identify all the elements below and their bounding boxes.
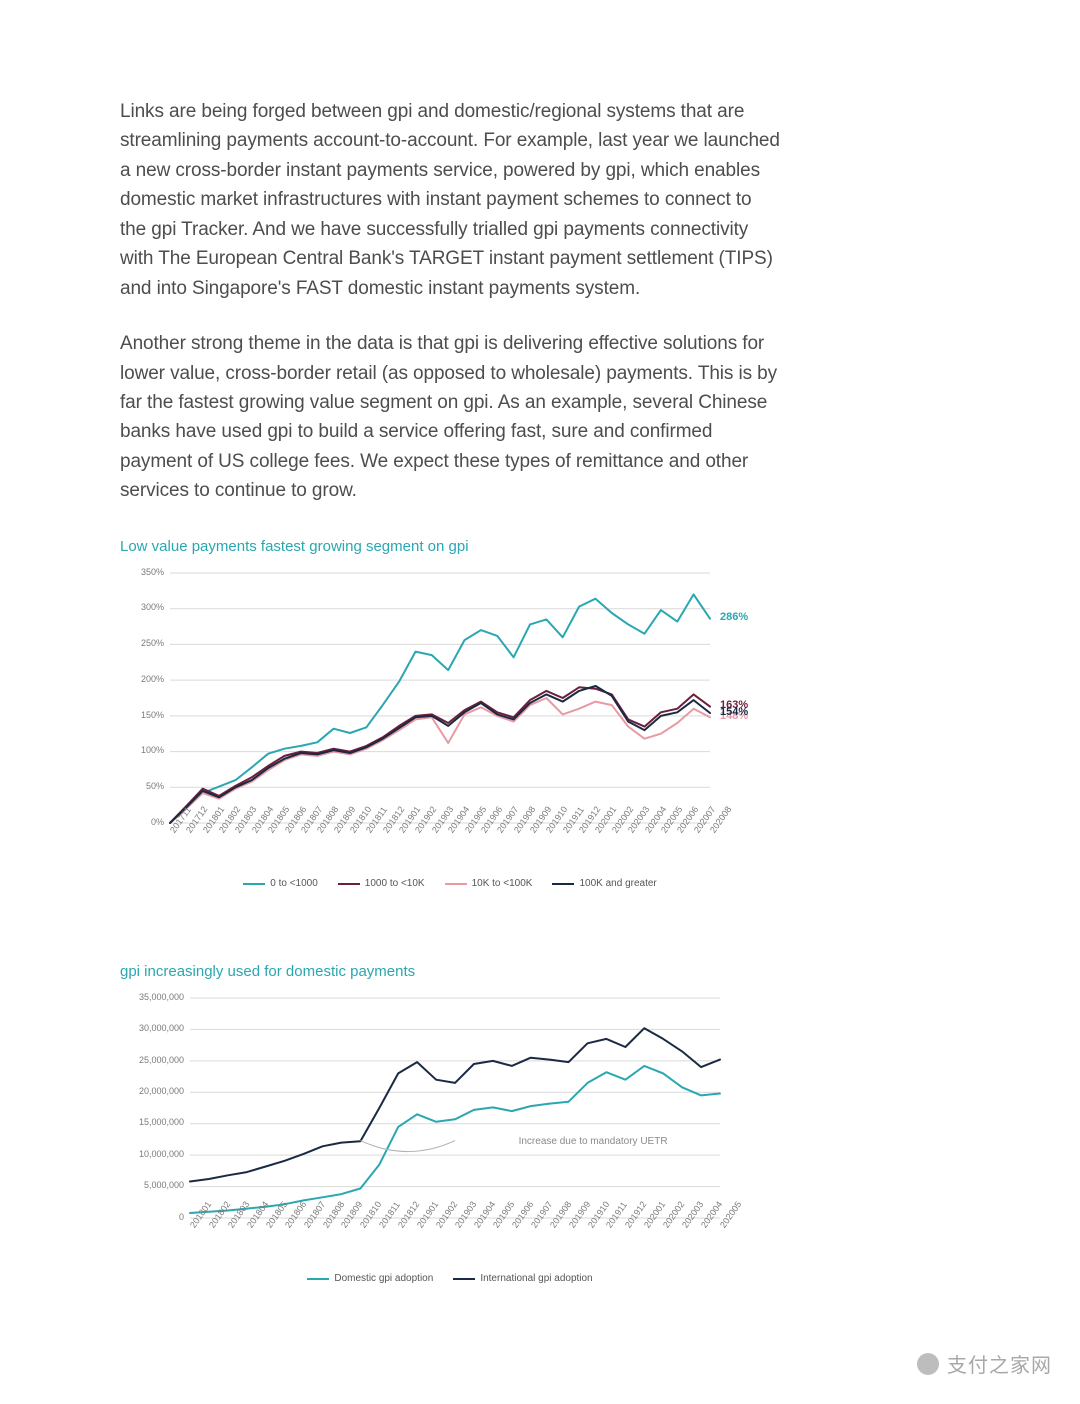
chart2-svg bbox=[120, 988, 780, 1268]
y-tick-label: 200% bbox=[141, 674, 164, 684]
chart-annotation: Increase due to mandatory UETR bbox=[519, 1136, 668, 1147]
y-tick-label: 0 bbox=[179, 1212, 184, 1222]
chart2-legend: Domestic gpi adoption International gpi a… bbox=[120, 1272, 780, 1285]
paragraph-1: Links are being forged between gpi and d… bbox=[120, 97, 780, 303]
legend-swatch bbox=[338, 883, 360, 885]
legend-swatch bbox=[307, 1278, 329, 1280]
legend-swatch bbox=[445, 883, 467, 885]
legend-item: 0 to <1000 bbox=[243, 878, 318, 889]
paragraph-2: Another strong theme in the data is that… bbox=[120, 329, 780, 506]
y-tick-label: 35,000,000 bbox=[139, 992, 184, 1002]
y-tick-label: 250% bbox=[141, 638, 164, 648]
watermark-text: 支付之家网 bbox=[947, 1349, 1052, 1378]
legend-item: International gpi adoption bbox=[453, 1273, 592, 1284]
chart1-legend: 0 to <1000 1000 to <10K 10K to <100K 100K a… bbox=[120, 877, 780, 890]
y-tick-label: 5,000,000 bbox=[144, 1180, 184, 1190]
legend-item: Domestic gpi adoption bbox=[307, 1273, 433, 1284]
content-column: Links are being forged between gpi and d… bbox=[120, 78, 780, 1328]
y-tick-label: 25,000,000 bbox=[139, 1055, 184, 1065]
y-tick-label: 10,000,000 bbox=[139, 1149, 184, 1159]
chart1: 0%50%100%150%200%250%300%350%20171120171… bbox=[120, 563, 780, 923]
watermark-icon bbox=[917, 1353, 939, 1375]
series-end-label: 286% bbox=[720, 611, 748, 623]
series-line bbox=[190, 1028, 720, 1181]
y-tick-label: 20,000,000 bbox=[139, 1086, 184, 1096]
series-line bbox=[170, 686, 710, 823]
y-tick-label: 150% bbox=[141, 710, 164, 720]
chart2: 0 5,000,000 10,000,000 15,000,000 20,000,000… bbox=[120, 988, 780, 1328]
y-tick-label: 30,000,000 bbox=[139, 1023, 184, 1033]
y-tick-label: 50% bbox=[146, 781, 164, 791]
page-root: Links are being forged between gpi and d… bbox=[0, 0, 1080, 1404]
legend-swatch bbox=[453, 1278, 475, 1280]
legend-item: 100K and greater bbox=[552, 878, 656, 889]
legend-item: 10K to <100K bbox=[445, 878, 533, 889]
legend-item: 1000 to <10K bbox=[338, 878, 425, 889]
series-end-label: 154% bbox=[720, 706, 748, 718]
y-tick-label: 100% bbox=[141, 745, 164, 755]
legend-swatch bbox=[243, 883, 265, 885]
series-line bbox=[170, 687, 710, 823]
y-tick-label: 0% bbox=[151, 817, 164, 827]
legend-swatch bbox=[552, 883, 574, 885]
series-line bbox=[170, 594, 710, 823]
chart1-title: Low value payments fastest growing segme… bbox=[120, 538, 780, 555]
watermark: 支付之家网 bbox=[917, 1349, 1052, 1378]
y-tick-label: 300% bbox=[141, 602, 164, 612]
chart2-title: gpi increasingly used for domestic payme… bbox=[120, 963, 780, 980]
y-tick-label: 15,000,000 bbox=[139, 1117, 184, 1127]
y-tick-label: 350% bbox=[141, 567, 164, 577]
